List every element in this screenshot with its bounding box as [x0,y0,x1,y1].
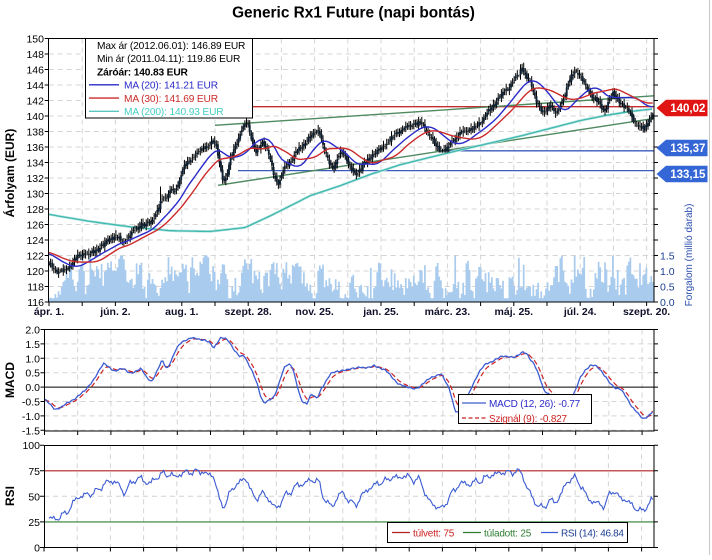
svg-text:133,15: 133,15 [670,169,706,181]
svg-text:MACD (12, 26): -0.77: MACD (12, 26): -0.77 [489,399,581,410]
svg-text:138: 138 [26,127,44,139]
svg-text:túlvett: 75: túlvett: 75 [413,529,455,540]
svg-text:ápr. 1.: ápr. 1. [34,306,64,318]
svg-text:116: 116 [27,297,44,309]
svg-text:0.5: 0.5 [660,282,675,294]
svg-text:25: 25 [28,517,40,529]
svg-text:jan. 25.: jan. 25. [362,306,399,318]
svg-text:144: 144 [26,80,44,92]
svg-text:130: 130 [26,189,44,201]
svg-text:126: 126 [26,220,44,232]
svg-text:2.0: 2.0 [25,325,40,337]
svg-text:0.5: 0.5 [25,368,40,380]
svg-text:MACD: MACD [3,362,17,398]
svg-text:-0.5: -0.5 [22,397,40,409]
svg-text:júl. 24.: júl. 24. [563,306,597,318]
svg-text:50: 50 [28,491,40,503]
svg-text:MA (20): 141.21 EUR: MA (20): 141.21 EUR [124,81,218,92]
svg-text:aug. 1.: aug. 1. [165,306,198,318]
svg-text:Forgalom (millió darab): Forgalom (millió darab) [684,204,695,307]
svg-text:szept. 20.: szept. 20. [623,306,670,318]
svg-text:jún. 2.: jún. 2. [99,306,130,318]
svg-text:128: 128 [26,204,44,216]
svg-text:Szignál (9): -0.827: Szignál (9): -0.827 [489,414,568,425]
svg-text:122: 122 [26,251,44,263]
svg-text:146: 146 [26,65,44,77]
svg-text:-1.5: -1.5 [22,425,40,437]
svg-text:-1.0: -1.0 [22,411,40,423]
svg-text:132: 132 [26,173,44,185]
svg-text:1.5: 1.5 [25,339,40,351]
svg-text:0.0: 0.0 [25,382,40,394]
svg-text:124: 124 [26,235,44,247]
svg-text:120: 120 [26,266,44,278]
svg-text:150: 150 [26,34,44,46]
svg-text:Árfolyam (EUR): Árfolyam (EUR) [2,129,17,218]
svg-text:márc. 23.: márc. 23. [425,306,471,318]
svg-text:134: 134 [26,158,44,170]
svg-text:túladott: 25: túladott: 25 [484,529,532,540]
svg-text:100: 100 [22,440,40,452]
svg-text:0: 0 [34,543,40,555]
svg-text:Záróár: 140.83 EUR: Záróár: 140.83 EUR [97,67,189,78]
svg-text:0.0: 0.0 [660,297,675,309]
svg-text:1.5: 1.5 [660,251,675,263]
svg-text:75: 75 [28,466,40,478]
svg-text:RSI (14): 46.84: RSI (14): 46.84 [561,529,624,540]
svg-text:135,37: 135,37 [670,143,705,155]
svg-text:szept. 28.: szept. 28. [225,306,272,318]
svg-text:148: 148 [26,49,44,61]
svg-text:Max ár (2012.06.01): 146.89 EU: Max ár (2012.06.01): 146.89 EUR [97,41,245,52]
svg-text:140,02: 140,02 [670,103,705,115]
svg-text:140: 140 [26,111,44,123]
svg-text:MA (200): 140.93 EUR: MA (200): 140.93 EUR [124,107,224,118]
svg-text:Min ár (2011.04.11): 119.86 EU: Min ár (2011.04.11): 119.86 EUR [97,54,240,65]
svg-text:MA (30): 141.69 EUR: MA (30): 141.69 EUR [124,94,218,105]
svg-text:Generic Rx1 Future (napi bontá: Generic Rx1 Future (napi bontás) [232,5,475,22]
svg-text:118: 118 [27,282,44,294]
svg-text:1.0: 1.0 [660,266,675,278]
svg-text:RSI: RSI [3,486,17,506]
svg-text:máj. 25.: máj. 25. [495,306,534,318]
svg-text:nov. 25.: nov. 25. [295,306,333,318]
svg-text:1.0: 1.0 [25,353,40,365]
svg-text:136: 136 [26,142,44,154]
svg-text:142: 142 [26,96,44,108]
